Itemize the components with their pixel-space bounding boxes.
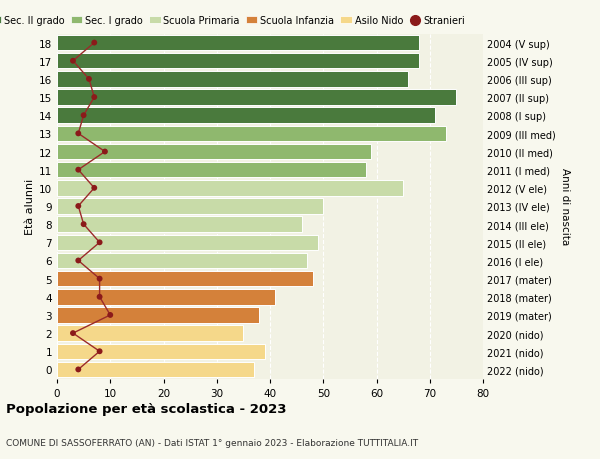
Legend: Sec. II grado, Sec. I grado, Scuola Primaria, Scuola Infanzia, Asilo Nido, Stran: Sec. II grado, Sec. I grado, Scuola Prim… [0, 16, 465, 26]
Bar [57, 235, 318, 251]
Point [74, 366, 83, 373]
Point [68, 330, 78, 337]
Y-axis label: Età alunni: Età alunni [25, 179, 35, 235]
Bar [57, 290, 275, 305]
Y-axis label: Anni di nascita: Anni di nascita [560, 168, 570, 245]
Text: Popolazione per età scolastica - 2023: Popolazione per età scolastica - 2023 [6, 403, 287, 415]
Point [95, 239, 104, 246]
Text: COMUNE DI SASSOFERRATO (AN) - Dati ISTAT 1° gennaio 2023 - Elaborazione TUTTITAL: COMUNE DI SASSOFERRATO (AN) - Dati ISTAT… [6, 438, 418, 448]
Bar [57, 108, 435, 123]
Bar [57, 162, 366, 178]
Bar [57, 181, 403, 196]
Bar [57, 36, 419, 51]
Bar [57, 217, 302, 232]
Point [95, 348, 104, 355]
Point [74, 257, 83, 264]
Point [100, 149, 110, 156]
Point [79, 221, 88, 228]
Bar [57, 126, 446, 142]
Point [106, 312, 115, 319]
Bar [57, 271, 313, 287]
Point [74, 203, 83, 210]
Point [89, 94, 99, 101]
Bar [57, 362, 254, 377]
Point [68, 58, 78, 65]
Bar [57, 326, 244, 341]
Point [95, 275, 104, 283]
Bar [57, 54, 419, 69]
Point [79, 112, 88, 120]
Bar [57, 145, 371, 160]
Bar [57, 90, 457, 106]
Point [74, 130, 83, 138]
Point [95, 293, 104, 301]
Bar [57, 253, 307, 269]
Bar [57, 72, 409, 87]
Bar [57, 308, 259, 323]
Bar [57, 344, 265, 359]
Point [84, 76, 94, 84]
Point [89, 185, 99, 192]
Point [74, 167, 83, 174]
Point [89, 40, 99, 47]
Bar [57, 199, 323, 214]
